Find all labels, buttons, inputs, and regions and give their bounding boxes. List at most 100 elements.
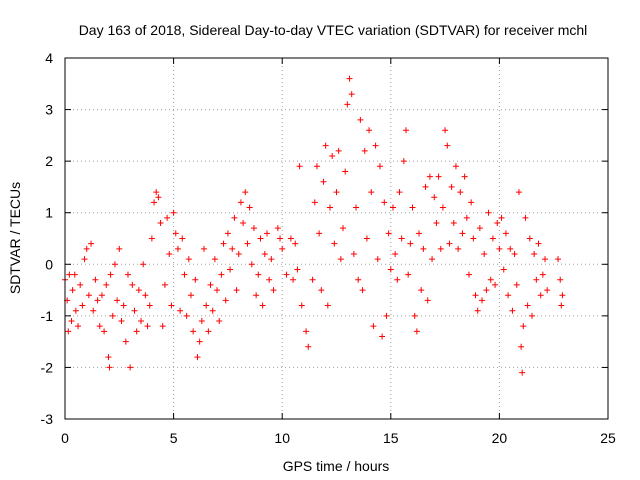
- data-point: [179, 235, 186, 242]
- data-point: [368, 189, 375, 196]
- data-point: [403, 127, 410, 134]
- data-point: [331, 240, 338, 247]
- data-point: [198, 318, 205, 325]
- x-tick-label: 25: [600, 430, 616, 446]
- data-point: [229, 245, 236, 252]
- data-points: [62, 75, 566, 376]
- data-point: [479, 297, 486, 304]
- data-point: [433, 220, 440, 227]
- data-point: [92, 276, 99, 283]
- data-point: [287, 235, 294, 242]
- data-point: [524, 302, 531, 309]
- data-point: [535, 240, 542, 247]
- data-point: [381, 199, 388, 206]
- data-point: [85, 292, 92, 299]
- data-point: [216, 318, 223, 325]
- data-point: [133, 328, 140, 335]
- data-point: [353, 204, 360, 211]
- data-point: [470, 235, 477, 242]
- data-point: [544, 287, 551, 294]
- data-point: [170, 209, 177, 216]
- data-point: [483, 287, 490, 294]
- data-point: [218, 271, 225, 278]
- data-point: [253, 292, 260, 299]
- data-point: [98, 292, 105, 299]
- data-point: [255, 271, 262, 278]
- data-point: [413, 328, 420, 335]
- data-point: [531, 250, 538, 257]
- data-point: [431, 194, 438, 201]
- data-point: [455, 245, 462, 252]
- data-point: [83, 245, 90, 252]
- data-point: [472, 292, 479, 299]
- data-point: [131, 307, 138, 314]
- data-point: [211, 256, 218, 263]
- data-point: [387, 266, 394, 273]
- data-point: [474, 307, 481, 314]
- data-point: [214, 287, 221, 294]
- data-point: [185, 256, 192, 263]
- data-point: [374, 256, 381, 263]
- data-point: [526, 235, 533, 242]
- data-point: [496, 245, 503, 252]
- data-point: [481, 250, 488, 257]
- data-point: [77, 281, 84, 288]
- data-point: [148, 235, 155, 242]
- data-point: [558, 302, 565, 309]
- grid-lines: [65, 58, 608, 419]
- data-point: [363, 235, 370, 242]
- data-point: [444, 142, 451, 149]
- data-point: [492, 281, 499, 288]
- data-point: [320, 178, 327, 185]
- data-point: [88, 240, 95, 247]
- data-point: [290, 276, 297, 283]
- data-point: [450, 220, 457, 227]
- data-point: [309, 276, 316, 283]
- data-point: [227, 266, 234, 273]
- data-point: [509, 307, 516, 314]
- data-point: [246, 204, 253, 211]
- data-point: [318, 287, 325, 294]
- data-point: [422, 183, 429, 190]
- data-point: [313, 163, 320, 170]
- data-point: [172, 230, 179, 237]
- data-point: [263, 230, 270, 237]
- data-point: [164, 214, 171, 221]
- data-point: [166, 250, 173, 257]
- y-tick-label: 3: [45, 102, 53, 118]
- data-point: [424, 297, 431, 304]
- data-point: [426, 173, 433, 180]
- data-point: [416, 230, 423, 237]
- data-point: [66, 271, 73, 278]
- data-point: [335, 147, 342, 154]
- data-point: [518, 343, 525, 350]
- data-point: [370, 323, 377, 330]
- data-point: [520, 323, 527, 330]
- y-tick-label: 0: [45, 256, 53, 272]
- data-point: [333, 189, 340, 196]
- data-point: [90, 307, 97, 314]
- data-point: [465, 271, 472, 278]
- data-point: [283, 271, 290, 278]
- x-axis-label: GPS time / hours: [283, 458, 390, 474]
- data-point: [476, 225, 483, 232]
- data-point: [101, 328, 108, 335]
- data-point: [114, 297, 121, 304]
- data-point: [559, 292, 566, 299]
- data-point: [539, 271, 546, 278]
- data-point: [340, 225, 347, 232]
- data-point: [242, 189, 249, 196]
- data-point: [192, 276, 199, 283]
- data-point: [533, 276, 540, 283]
- data-point: [392, 250, 399, 257]
- data-point: [485, 209, 492, 216]
- data-point: [435, 173, 442, 180]
- y-tick-labels: -3 -2 -1 0 1 2 3 4: [41, 50, 54, 427]
- data-point: [248, 261, 255, 268]
- data-point: [389, 204, 396, 211]
- data-point: [500, 266, 507, 273]
- data-point: [468, 199, 475, 206]
- y-tick-label: 4: [45, 50, 53, 66]
- data-point: [355, 276, 362, 283]
